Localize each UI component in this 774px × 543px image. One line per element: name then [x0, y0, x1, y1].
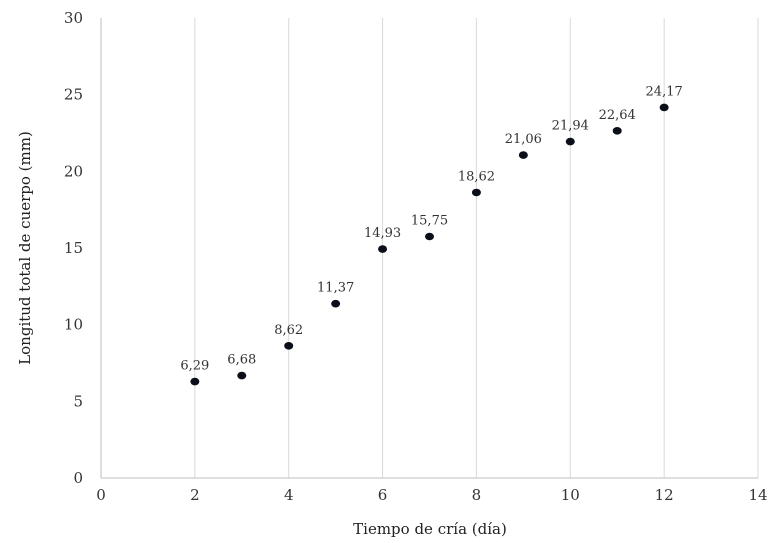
y-tick-label: 15: [64, 239, 83, 257]
y-tick-label: 25: [64, 86, 83, 104]
data-label: 11,37: [317, 281, 354, 296]
data-point: [190, 377, 200, 386]
y-tick-label: 20: [64, 162, 83, 180]
data-label: 21,06: [505, 132, 542, 147]
data-label: 18,62: [458, 169, 495, 184]
data-point: [659, 103, 669, 112]
data-point: [425, 232, 434, 241]
data-points: [190, 103, 669, 386]
data-point: [612, 127, 622, 135]
y-tick-label: 0: [73, 469, 83, 487]
data-point: [378, 245, 388, 253]
y-tick-label: 10: [64, 316, 83, 334]
x-tick-label: 4: [284, 486, 294, 504]
x-tick-label: 2: [190, 486, 200, 504]
data-label: 8,62: [274, 323, 303, 338]
y-tick-labels: 0 5 10 15 20 25 30: [64, 9, 83, 487]
axes: [100, 18, 758, 479]
y-tick-label: 30: [64, 9, 83, 27]
data-point: [237, 371, 247, 380]
data-label: 15,75: [411, 214, 448, 229]
data-label: 6,68: [227, 353, 256, 368]
data-label: 14,93: [364, 226, 401, 241]
x-tick-label: 14: [748, 486, 767, 504]
data-point: [565, 137, 575, 146]
data-point: [284, 342, 294, 350]
x-tick-labels: 0 2 4 6 8 10 12 14: [96, 486, 767, 504]
y-tick-label: 5: [73, 392, 83, 410]
data-point: [518, 151, 528, 159]
x-tick-label: 6: [378, 486, 388, 504]
data-labels: 6,29 6,68 8,62 11,37 14,93 15,75 18,62 21,06 21,…: [180, 84, 682, 373]
data-point: [471, 188, 481, 197]
x-tick-label: 10: [561, 486, 580, 504]
x-axis-title: Tiempo de cría (día): [353, 520, 507, 538]
data-label: 22,64: [599, 108, 636, 123]
x-tick-label: 0: [96, 486, 106, 504]
data-label: 21,94: [552, 119, 589, 134]
x-tick-label: 12: [655, 486, 674, 504]
data-point: [331, 299, 341, 308]
data-label: 24,17: [646, 84, 683, 99]
y-axis-title: Longitud total de cuerpo (mm): [16, 131, 34, 365]
x-tick-label: 8: [472, 486, 482, 504]
data-label: 6,29: [180, 359, 209, 374]
